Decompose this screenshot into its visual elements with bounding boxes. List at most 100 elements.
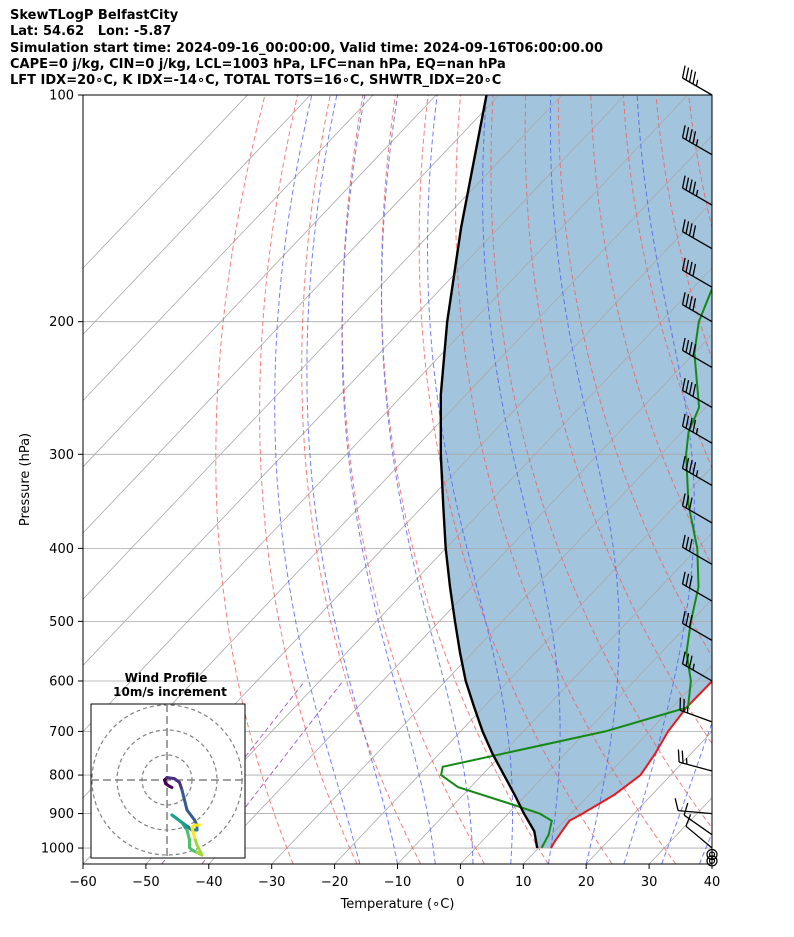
hodograph-title: Wind Profile — [125, 671, 208, 685]
x-axis-label: Temperature (∘C) — [340, 897, 455, 912]
isotherm — [83, 95, 374, 402]
stability-parameters: CAPE=0 j/kg, CIN=0 j/kg, LCL=1003 hPa, L… — [10, 56, 506, 72]
dry-adiabat — [215, 95, 294, 864]
chart-title: SkewTLogP BelfastCity — [10, 8, 179, 23]
mixing-ratio-line — [201, 680, 344, 864]
isotherm — [397, 532, 712, 864]
parcel-profile-line — [439, 95, 539, 849]
wind-barb — [681, 571, 713, 602]
hodograph-segment — [185, 828, 191, 842]
wind-barb — [706, 855, 718, 867]
y-tick-label: 300 — [49, 448, 74, 463]
wind-barb — [681, 125, 713, 156]
isotherm — [145, 267, 712, 864]
dry-adiabat — [380, 95, 549, 864]
wind-barb — [681, 493, 713, 524]
moist-adiabat — [549, 95, 620, 864]
wind-barb — [681, 219, 713, 250]
dry-adiabat — [490, 95, 712, 829]
x-tick-label: −40 — [195, 875, 222, 890]
moist-adiabat — [426, 95, 513, 864]
y-tick-label: 400 — [49, 542, 74, 557]
dry-adiabat — [754, 95, 794, 864]
wind-barb — [706, 848, 718, 861]
dry-adiabat — [418, 95, 613, 864]
x-tick-label: −30 — [258, 875, 285, 890]
x-tick-label: 10 — [515, 875, 532, 890]
moist-adiabat — [341, 95, 436, 864]
x-tick-label: 0 — [456, 875, 464, 890]
wind-barb — [681, 455, 713, 487]
wind-barb — [681, 413, 713, 444]
stability-indices: LFT IDX=20∘C, K IDX=-14∘C, TOTAL TOTS=16… — [10, 73, 502, 89]
cape-shading — [440, 95, 712, 848]
wind-barb — [679, 697, 713, 723]
hodograph-segment — [180, 788, 186, 802]
hodograph-subtitle: 10m/s increment — [113, 685, 227, 699]
wind-barb — [685, 814, 713, 849]
isotherm — [271, 399, 712, 864]
moist-adiabat — [306, 95, 398, 864]
x-tick-label: 40 — [704, 875, 721, 890]
hodograph-segment — [183, 798, 189, 812]
dry-adiabat — [622, 95, 712, 469]
moist-adiabat — [482, 95, 561, 864]
isotherm — [83, 95, 626, 666]
wind-barb — [681, 610, 713, 641]
y-axis-label: Pressure (hPa) — [18, 433, 33, 526]
moist-adiabat — [623, 95, 695, 864]
dry-adiabat — [455, 95, 677, 864]
x-tick-label: −20 — [321, 875, 348, 890]
moist-adiabat — [737, 95, 794, 864]
hodograph-segment — [185, 808, 196, 822]
isotherm — [83, 95, 437, 468]
isotherm — [83, 95, 500, 534]
y-tick-label: 900 — [49, 807, 74, 822]
y-tick-label: 500 — [49, 615, 74, 630]
wind-barb — [681, 377, 713, 409]
isotherm — [523, 664, 712, 864]
isotherm — [334, 466, 712, 864]
wind-barb — [681, 651, 713, 682]
hodograph-segment — [190, 826, 196, 839]
chart-header: SkewTLogP BelfastCity Lat: 54.62 Lon: -5… — [10, 8, 603, 89]
isotherm — [83, 95, 563, 600]
wind-barb — [681, 337, 713, 368]
x-tick-label: 20 — [578, 875, 595, 890]
wind-barb — [677, 749, 713, 772]
y-tick-label: 700 — [49, 725, 74, 740]
x-tick-label: 30 — [641, 875, 658, 890]
hodograph-segment — [180, 821, 189, 832]
x-tick-label: −10 — [384, 875, 411, 890]
hodograph-segment — [170, 813, 184, 824]
dewpoint-line — [439, 286, 712, 849]
isotherm — [711, 863, 712, 864]
y-tick-label: 600 — [49, 674, 74, 689]
moist-adiabat — [698, 831, 712, 864]
dry-adiabat — [301, 95, 422, 864]
hodograph-segment — [195, 843, 204, 857]
temperature-line — [550, 679, 712, 849]
wind-barb — [681, 257, 713, 288]
y-tick-label: 200 — [49, 315, 74, 330]
dry-adiabat — [341, 95, 485, 864]
wind-barb — [681, 175, 713, 206]
wind-barb — [681, 534, 713, 565]
dry-adiabat — [786, 95, 794, 864]
isotherm — [83, 95, 248, 269]
dry-adiabat — [721, 95, 794, 864]
x-tick-label: −50 — [132, 875, 159, 890]
y-tick-label: 800 — [49, 769, 74, 784]
moist-adiabat — [274, 95, 361, 864]
dry-adiabat — [259, 95, 358, 864]
dry-adiabat — [524, 95, 712, 745]
wind-barb — [681, 292, 713, 323]
x-tick-label: −60 — [69, 875, 96, 890]
simulation-times: Simulation start time: 2024-09-16_00:00:… — [10, 40, 603, 56]
dry-adiabat — [590, 95, 712, 567]
y-tick-label: 100 — [49, 89, 74, 104]
moist-adiabat — [381, 95, 474, 864]
plot-area — [83, 95, 794, 864]
